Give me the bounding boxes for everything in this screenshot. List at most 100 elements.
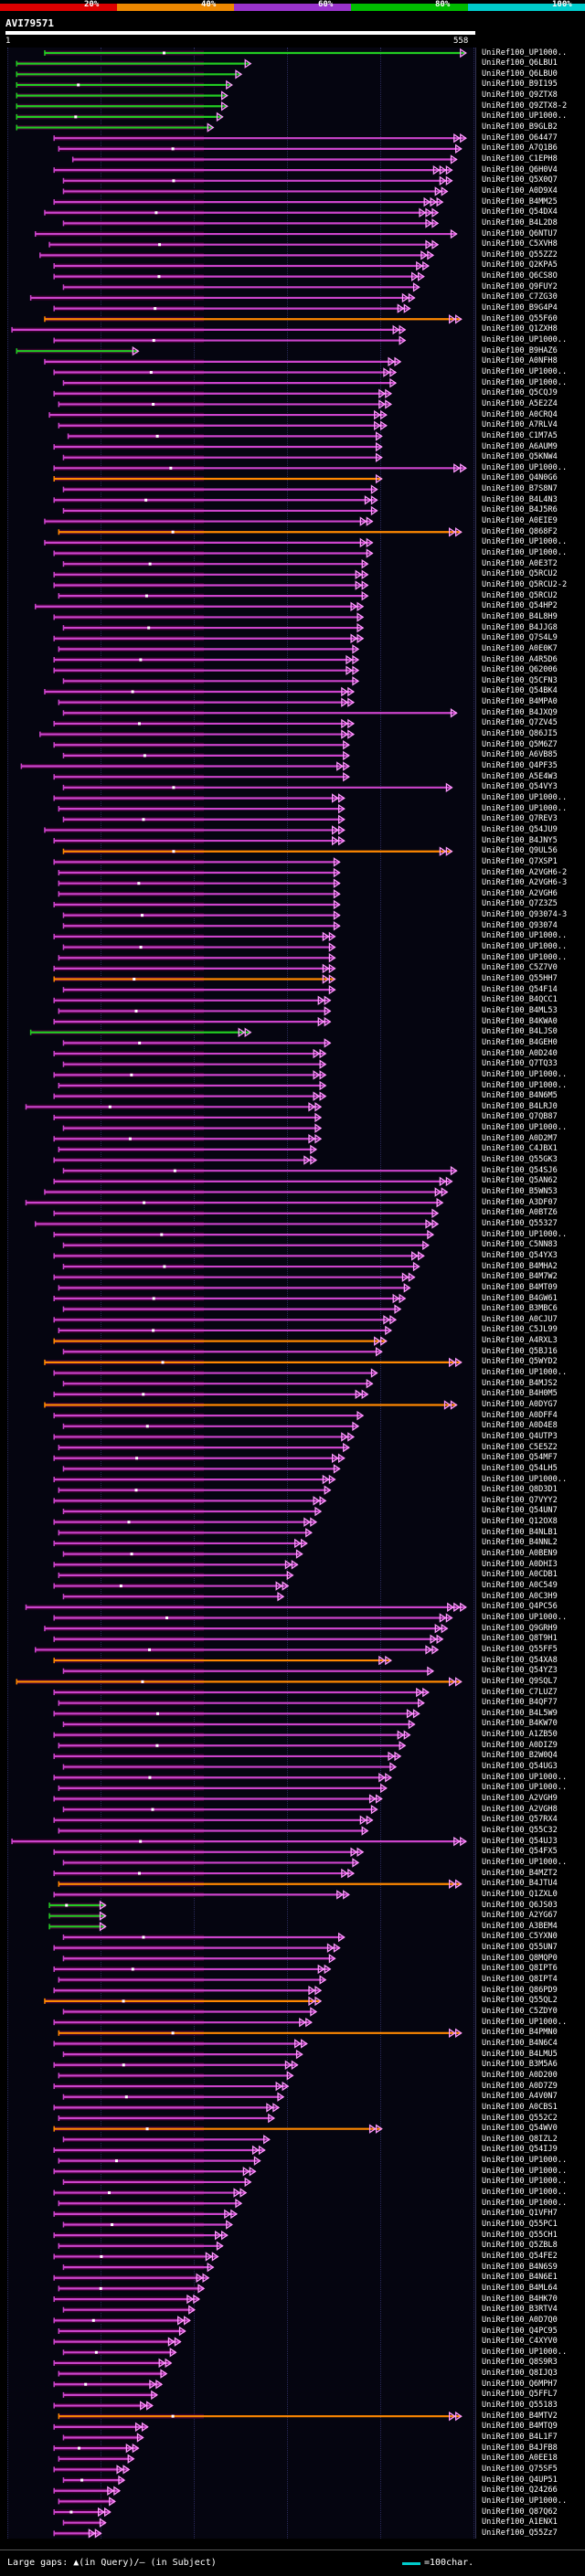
- hit-label-link[interactable]: UniRef100_Q4PF35: [482, 761, 558, 771]
- hit-label-link[interactable]: UniRef100_Q8MQP0: [482, 1953, 558, 1963]
- hit-label-link[interactable]: UniRef100_B4N6S9: [482, 2262, 558, 2272]
- hit-label-link[interactable]: UniRef100_Q8IPT6: [482, 1964, 558, 1974]
- hit-label-link[interactable]: UniRef100_Q8IJQ3: [482, 2369, 558, 2379]
- hit-label-link[interactable]: UniRef100_B4NLB1: [482, 1527, 558, 1537]
- hit-label-link[interactable]: UniRef100_B4L5W9: [482, 1708, 558, 1718]
- hit-label-link[interactable]: UniRef100_B4L1F7: [482, 2433, 558, 2442]
- hit-label-link[interactable]: UniRef100_Q93074-3: [482, 910, 568, 920]
- hit-label-link[interactable]: UniRef100_UP1000..: [482, 792, 568, 802]
- hit-label-link[interactable]: UniRef100_A5E4W3: [482, 771, 558, 781]
- hit-label-link[interactable]: UniRef100_A0DFF4: [482, 1410, 558, 1420]
- hit-label-link[interactable]: UniRef100_A2VGH6-3: [482, 878, 568, 888]
- hit-label-link[interactable]: UniRef100_Q54JU9: [482, 824, 558, 834]
- hit-label-link[interactable]: UniRef100_B4MTQ9: [482, 2422, 558, 2432]
- hit-label-link[interactable]: UniRef100_B4NNL2: [482, 1538, 558, 1548]
- hit-label-link[interactable]: UniRef100_B4LJS0: [482, 1027, 558, 1037]
- hit-label-link[interactable]: UniRef100_Q868F2: [482, 526, 558, 536]
- hit-label-link[interactable]: UniRef100_Q7XSP1: [482, 856, 558, 866]
- hit-label-link[interactable]: UniRef100_Q54WV0: [482, 2124, 558, 2134]
- hit-label-link[interactable]: UniRef100_B4ML53: [482, 1005, 558, 1015]
- hit-label-link[interactable]: UniRef100_Q4PC95: [482, 2326, 558, 2336]
- hit-label-link[interactable]: UniRef100_Q4N0G6: [482, 473, 558, 483]
- hit-label-link[interactable]: UniRef100_B3M5A6: [482, 2060, 558, 2070]
- hit-label-link[interactable]: UniRef100_B9GLB2: [482, 122, 558, 133]
- hit-label-link[interactable]: UniRef100_UP1000..: [482, 111, 568, 122]
- hit-label-link[interactable]: UniRef100_C5JL99: [482, 1325, 558, 1335]
- hit-label-link[interactable]: UniRef100_Q86PD9: [482, 1985, 558, 1995]
- hit-label-link[interactable]: UniRef100_UP1000..: [482, 1612, 568, 1622]
- hit-label-link[interactable]: UniRef100_UP1000..: [482, 1772, 568, 1782]
- hit-label-link[interactable]: UniRef100_B4LMU5: [482, 2049, 558, 2059]
- hit-label-link[interactable]: UniRef100_Q55F60: [482, 313, 558, 323]
- hit-label-link[interactable]: UniRef100_A5E2Z4: [482, 398, 558, 408]
- hit-label-link[interactable]: UniRef100_A0NFH8: [482, 356, 558, 366]
- hit-label-link[interactable]: UniRef100_B5WN53: [482, 1187, 558, 1196]
- hit-label-link[interactable]: UniRef100_UP1000..: [482, 952, 568, 962]
- hit-label-link[interactable]: UniRef100_A2VGH8: [482, 1804, 558, 1814]
- hit-label-link[interactable]: UniRef100_C5YXN0: [482, 1932, 558, 1942]
- hit-label-link[interactable]: UniRef100_Q7VYY2: [482, 1495, 558, 1505]
- hit-label-link[interactable]: UniRef100_Q6MPH7: [482, 2379, 558, 2389]
- hit-label-link[interactable]: UniRef100_B9I195: [482, 80, 558, 90]
- hit-label-link[interactable]: UniRef100_A7RLV4: [482, 420, 558, 430]
- hit-label-link[interactable]: UniRef100_UP1000..: [482, 2166, 568, 2176]
- hit-label-link[interactable]: UniRef100_Q9UL56: [482, 846, 558, 856]
- hit-label-link[interactable]: UniRef100_UP1000..: [482, 803, 568, 813]
- hit-label-link[interactable]: UniRef100_B4JTU4: [482, 1879, 558, 1889]
- hit-label-link[interactable]: UniRef100_A7Q1B6: [482, 143, 558, 154]
- hit-label-link[interactable]: UniRef100_B4MJS2: [482, 1378, 558, 1388]
- hit-label-link[interactable]: UniRef100_C1EPH8: [482, 154, 558, 164]
- hit-label-link[interactable]: UniRef100_UP1000..: [482, 1368, 568, 1378]
- hit-label-link[interactable]: UniRef100_A4R5D6: [482, 654, 558, 664]
- hit-label-link[interactable]: UniRef100_UP1000..: [482, 1857, 568, 1867]
- hit-label-link[interactable]: UniRef100_C4XYV0: [482, 2337, 558, 2347]
- hit-label-link[interactable]: UniRef100_B4QF77: [482, 1698, 558, 1708]
- hit-label-link[interactable]: UniRef100_UP1000..: [482, 1783, 568, 1793]
- hit-label-link[interactable]: UniRef100_Q5CFN3: [482, 675, 558, 685]
- hit-label-link[interactable]: UniRef100_B4H0M5: [482, 1389, 558, 1399]
- hit-label-link[interactable]: UniRef100_A0EE18: [482, 2454, 558, 2464]
- hit-label-link[interactable]: UniRef100_Q55327: [482, 1218, 558, 1228]
- hit-label-link[interactable]: UniRef100_B4L2D8: [482, 217, 558, 228]
- hit-label-link[interactable]: UniRef100_B4MHA2: [482, 1261, 558, 1271]
- hit-label-link[interactable]: UniRef100_A2VGH9: [482, 1794, 558, 1804]
- hit-label-link[interactable]: UniRef100_A6VB85: [482, 750, 558, 760]
- hit-label-link[interactable]: UniRef100_Q62006: [482, 665, 558, 675]
- hit-label-link[interactable]: UniRef100_Q54UG3: [482, 1762, 558, 1772]
- hit-label-link[interactable]: UniRef100_B9G4P4: [482, 303, 558, 313]
- hit-label-link[interactable]: UniRef100_Q5X0Q7: [482, 175, 558, 186]
- hit-label-link[interactable]: UniRef100_A2YG67: [482, 1911, 558, 1921]
- hit-label-link[interactable]: UniRef100_Q54SJ6: [482, 1165, 558, 1175]
- hit-label-link[interactable]: UniRef100_A6AUM9: [482, 441, 558, 451]
- hit-label-link[interactable]: UniRef100_Q5FFL7: [482, 2390, 558, 2400]
- hit-label-link[interactable]: UniRef100_B4KW70: [482, 1719, 558, 1729]
- hit-label-link[interactable]: UniRef100_B4L4N3: [482, 494, 558, 504]
- hit-label-link[interactable]: UniRef100_C5ZDY0: [482, 2007, 558, 2017]
- hit-label-link[interactable]: UniRef100_Q6LBU1: [482, 58, 558, 69]
- hit-label-link[interactable]: UniRef100_B3MBC6: [482, 1304, 558, 1314]
- hit-label-link[interactable]: UniRef100_A0E3T2: [482, 558, 558, 568]
- hit-label-link[interactable]: UniRef100_Q5RCU2: [482, 590, 558, 600]
- hit-label-link[interactable]: UniRef100_B4N6E1: [482, 2273, 558, 2283]
- hit-label-link[interactable]: UniRef100_B3RTV4: [482, 2305, 558, 2315]
- hit-label-link[interactable]: UniRef100_UP1000..: [482, 942, 568, 952]
- hit-label-link[interactable]: UniRef100_A1ENX1: [482, 2518, 558, 2528]
- hit-label-link[interactable]: UniRef100_B4J5R6: [482, 505, 558, 515]
- hit-label-link[interactable]: UniRef100_B4MM25: [482, 196, 558, 207]
- hit-label-link[interactable]: UniRef100_Q54YZ3: [482, 1666, 558, 1676]
- hit-label-link[interactable]: UniRef100_UP1000..: [482, 2177, 568, 2187]
- hit-label-link[interactable]: UniRef100_O64477: [482, 133, 558, 143]
- hit-label-link[interactable]: UniRef100_UP1000..: [482, 366, 568, 376]
- hit-label-link[interactable]: UniRef100_B4JNY5: [482, 835, 558, 845]
- hit-label-link[interactable]: UniRef100_B4ML64: [482, 2283, 558, 2293]
- hit-label-link[interactable]: UniRef100_Q5M6Z7: [482, 739, 558, 749]
- hit-label-link[interactable]: UniRef100_UP1000..: [482, 462, 568, 472]
- hit-label-link[interactable]: UniRef100_Q55QL2: [482, 1996, 558, 2006]
- hit-label-link[interactable]: UniRef100_Q7ZV45: [482, 718, 558, 728]
- hit-label-link[interactable]: UniRef100_A0DIZ9: [482, 1740, 558, 1750]
- hit-label-link[interactable]: UniRef100_C7LUZ7: [482, 1687, 558, 1697]
- hit-label-link[interactable]: UniRef100_Q8S9R3: [482, 2358, 558, 2368]
- hit-label-link[interactable]: UniRef100_Q2KPA5: [482, 260, 558, 270]
- hit-label-link[interactable]: UniRef100_Q8T9H1: [482, 1634, 558, 1644]
- hit-label-link[interactable]: UniRef100_B4N6M5: [482, 1091, 558, 1101]
